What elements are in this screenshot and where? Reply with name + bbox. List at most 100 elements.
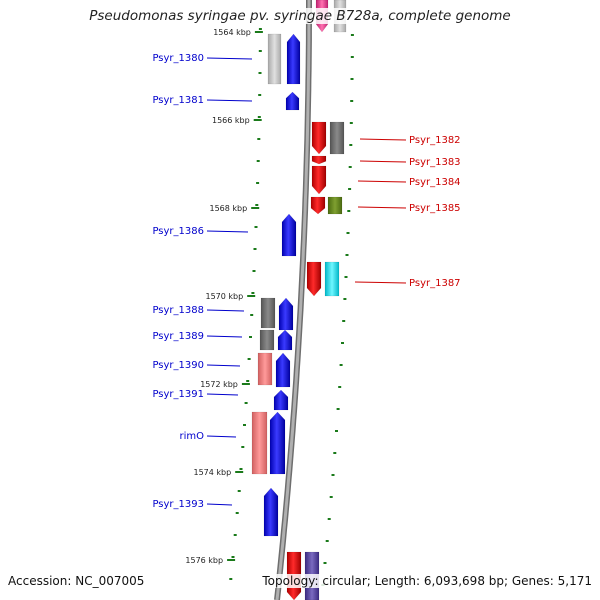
- gene-label-leader: [206, 57, 253, 60]
- forward-gene-glyph: [260, 297, 276, 329]
- gene-label-leader: [206, 230, 249, 233]
- track-dot: [335, 430, 338, 432]
- reverse-gene-glyph: [327, 196, 343, 215]
- track-dot: [343, 298, 347, 300]
- track-dot: [347, 210, 351, 212]
- track-dot: [350, 34, 354, 36]
- track-dot: [253, 248, 257, 250]
- gene-label-leader: [206, 335, 243, 338]
- gene-label-psyr_1383: Psyr_1383: [409, 157, 461, 168]
- track-dot: [341, 342, 344, 344]
- gene-label-psyr_1391: Psyr_1391: [152, 389, 204, 400]
- track-dot: [258, 28, 262, 30]
- forward-gene-glyph: [263, 487, 279, 537]
- gene-label-leader: [206, 364, 241, 367]
- reverse-gene-glyph: [310, 196, 326, 215]
- position-ticks-layer: [227, 28, 354, 586]
- track-dot: [345, 254, 349, 256]
- track-dot: [323, 562, 327, 564]
- forward-gene-glyph: [257, 352, 273, 386]
- track-dot: [333, 452, 337, 454]
- track-dot: [339, 364, 343, 366]
- track-dot: [327, 518, 331, 520]
- track-dot: [258, 50, 262, 52]
- forward-gene-glyph: [278, 297, 294, 331]
- track-dot: [346, 232, 350, 234]
- gene-label-psyr_1393: Psyr_1393: [152, 499, 204, 510]
- scale-tick: [254, 31, 263, 33]
- gene-label-leader: [206, 99, 253, 102]
- track-dot: [237, 490, 241, 492]
- track-dot: [331, 474, 335, 476]
- gene-label-leader: [354, 281, 407, 284]
- track-dot: [257, 138, 261, 140]
- backbone-shadow: [274, 0, 312, 600]
- track-dot: [325, 540, 329, 542]
- track-dot: [229, 578, 233, 580]
- accession-text: Accession: NC_007005: [8, 574, 145, 588]
- track-dot: [258, 72, 262, 74]
- forward-gene-glyph: [281, 213, 297, 257]
- scale-label: 1566 kbp: [212, 116, 250, 125]
- track-dot: [235, 512, 239, 514]
- scale-tick: [251, 207, 260, 209]
- gene-labels-layer: 1564 kbp 1566 kbp 1568 kbp 1570 kbp 1572 kbp…: [152, 28, 460, 565]
- track-dot: [348, 188, 352, 190]
- gene-label-psyr_1388: Psyr_1388: [152, 305, 204, 316]
- gene-label-psyr_1380: Psyr_1380: [152, 53, 204, 64]
- reverse-gene-glyph: [311, 121, 327, 155]
- genome-backbone: [274, 0, 312, 600]
- track-dot: [256, 160, 260, 162]
- track-dot: [249, 336, 252, 338]
- track-dot: [350, 56, 354, 58]
- gene-label-leader: [206, 503, 233, 506]
- track-dot: [247, 358, 251, 360]
- scale-label: 1570 kbp: [205, 292, 243, 301]
- reverse-gene-glyph: [306, 261, 322, 297]
- track-dot: [255, 204, 259, 206]
- track-dot: [349, 122, 353, 124]
- forward-gene-glyph: [275, 352, 291, 388]
- track-dot: [244, 402, 248, 404]
- track-dot: [336, 408, 340, 410]
- scale-label: 1572 kbp: [200, 380, 238, 389]
- track-dot: [254, 226, 258, 228]
- reverse-gene-glyph: [324, 261, 340, 297]
- scale-label: 1564 kbp: [213, 28, 251, 37]
- gene-label-leader: [359, 160, 407, 163]
- track-dot: [250, 314, 254, 316]
- gene-label-leader: [206, 309, 245, 312]
- track-dot: [342, 320, 346, 322]
- reverse-gene-glyph: [311, 165, 327, 195]
- track-dot: [350, 100, 354, 102]
- track-dot: [233, 534, 237, 536]
- reverse-gene-glyph: [329, 121, 345, 155]
- gene-label-psyr_1386: Psyr_1386: [152, 226, 204, 237]
- genome-title: Pseudomonas syringae pv. syringae B728a,…: [0, 8, 600, 24]
- track-dot: [350, 78, 354, 80]
- forward-gene-glyph: [273, 389, 289, 411]
- track-dot: [246, 380, 250, 382]
- track-dot: [239, 468, 243, 470]
- gene-label-psyr_1381: Psyr_1381: [152, 95, 204, 106]
- track-dot: [338, 386, 342, 388]
- forward-gene-glyph: [269, 411, 286, 475]
- scale-tick: [253, 119, 262, 121]
- track-dot: [231, 556, 235, 558]
- forward-gene-glyph: [286, 33, 301, 85]
- track-dot: [348, 166, 352, 168]
- forward-gene-glyph: [285, 91, 300, 111]
- gene-label-leader: [206, 393, 239, 396]
- scale-tick: [227, 559, 236, 561]
- scale-tick: [241, 383, 250, 385]
- forward-gene-glyph: [251, 411, 268, 475]
- track-dot: [344, 276, 348, 278]
- track-dot: [329, 496, 333, 498]
- track-dot: [257, 116, 261, 118]
- scale-label: 1576 kbp: [185, 556, 223, 565]
- scale-tick: [235, 471, 244, 473]
- gene-label-psyr_1387: Psyr_1387: [409, 278, 461, 289]
- gene-label-leader: [206, 435, 237, 438]
- gene-label-psyr_1390: Psyr_1390: [152, 360, 204, 371]
